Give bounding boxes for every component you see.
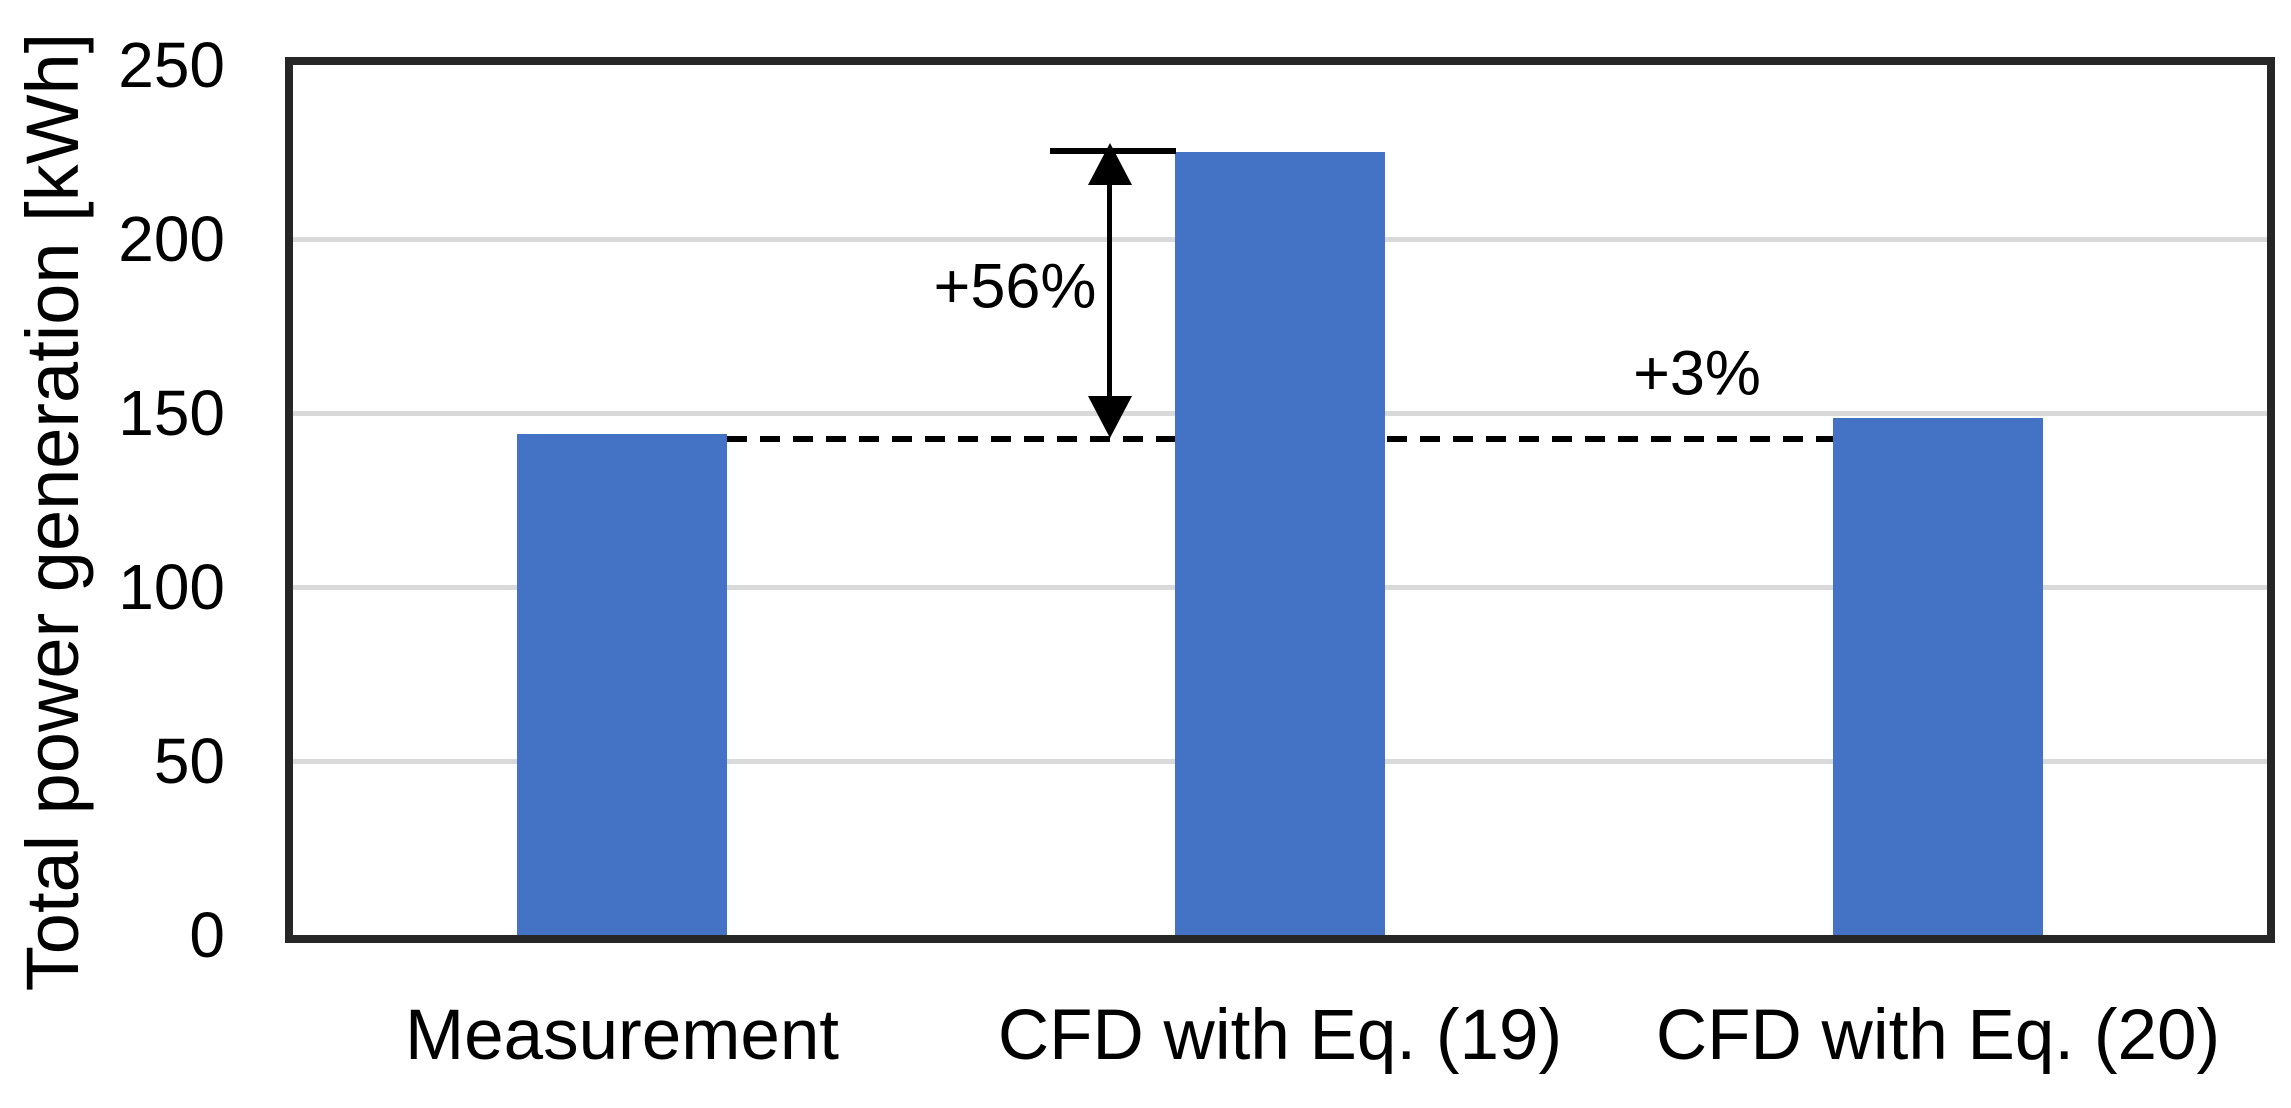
arrow-up-head-icon (1088, 143, 1132, 185)
annotation-plus3: +3% (1633, 338, 1761, 409)
y-tick-label-200: 200 (118, 203, 225, 275)
double-arrow-shaft (1107, 165, 1112, 410)
plot-area: +56% +3% (285, 57, 2275, 943)
y-axis-title: Total power generation [kWh] (11, 32, 94, 992)
annotation-plus56: +56% (933, 251, 1097, 322)
bar-cfd-eq20 (1833, 418, 2043, 935)
bar-measurement (517, 434, 727, 935)
y-tick-label-250: 250 (118, 29, 225, 101)
x-label-cfd-eq20: CFD with Eq. (20) (1655, 996, 2221, 1075)
bar-cfd-eq19 (1175, 152, 1385, 935)
y-tick-label-150: 150 (118, 377, 225, 449)
x-label-cfd-eq19: CFD with Eq. (19) (997, 996, 1563, 1075)
y-tick-label-0: 0 (189, 899, 225, 971)
y-tick-label-50: 50 (153, 725, 225, 797)
arrow-down-head-icon (1088, 396, 1132, 438)
x-label-measurement: Measurement (404, 996, 840, 1075)
y-tick-label-100: 100 (118, 551, 225, 623)
